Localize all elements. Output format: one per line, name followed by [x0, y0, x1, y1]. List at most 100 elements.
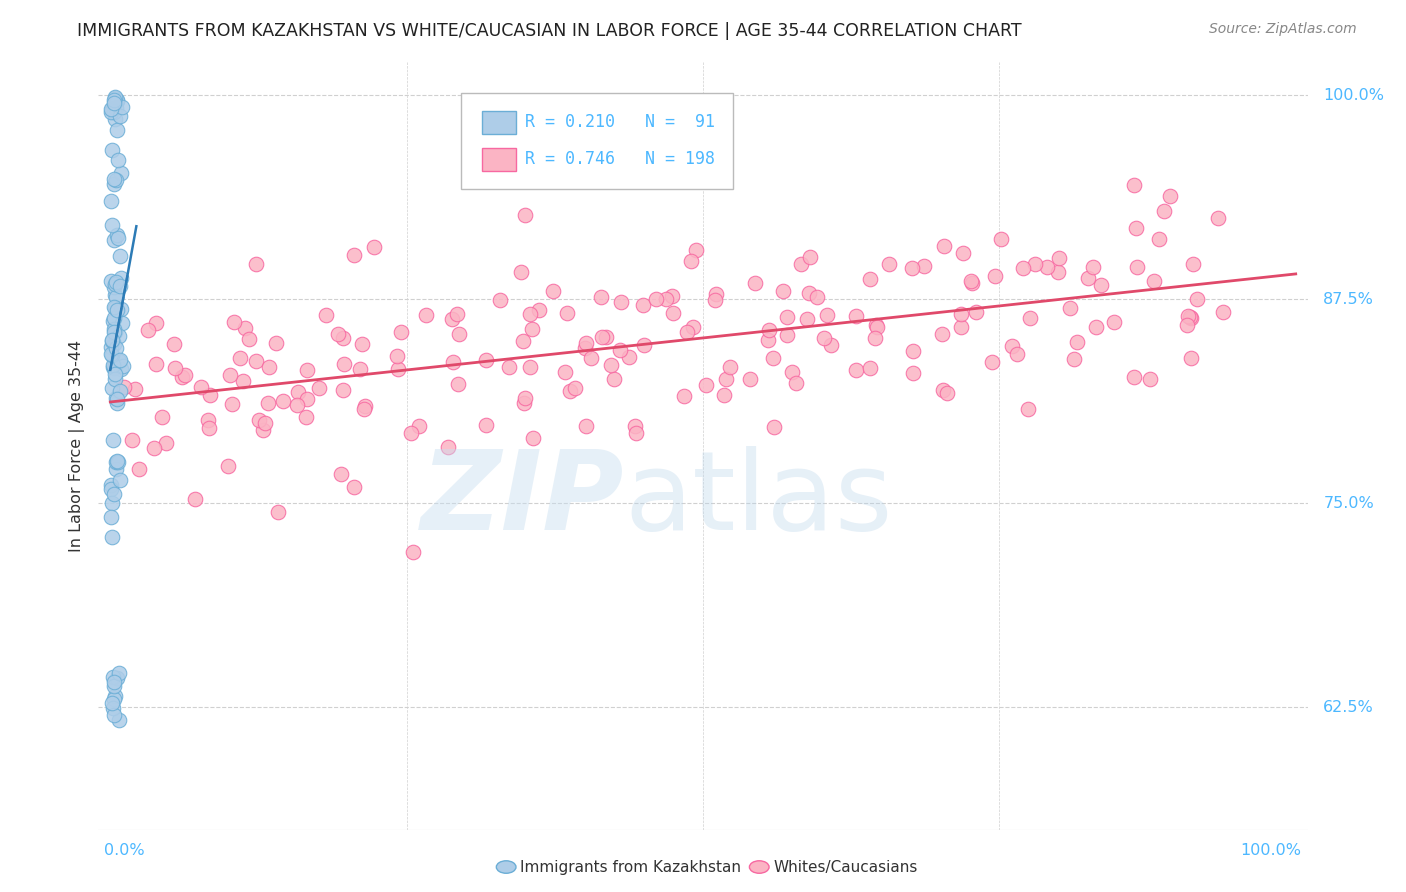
Point	[965, 305, 987, 319]
Point	[104, 101, 127, 115]
Point	[103, 692, 125, 706]
Point	[218, 368, 240, 383]
Point	[389, 325, 412, 339]
Point	[267, 505, 290, 519]
Point	[797, 286, 820, 301]
Point	[103, 300, 125, 314]
Point	[1036, 260, 1059, 275]
Point	[1102, 315, 1125, 329]
Point	[332, 331, 354, 345]
Point	[101, 433, 124, 447]
Point	[859, 361, 882, 376]
Point	[1206, 211, 1229, 226]
Point	[624, 426, 647, 441]
Point	[645, 292, 668, 306]
Point	[145, 357, 167, 371]
Point	[173, 368, 195, 382]
Point	[1017, 402, 1039, 417]
Point	[1063, 351, 1085, 366]
Point	[217, 459, 239, 474]
Point	[820, 338, 842, 352]
Point	[110, 301, 132, 316]
Point	[110, 249, 132, 263]
Point	[104, 462, 127, 476]
Point	[574, 341, 596, 355]
Point	[399, 426, 422, 441]
Point	[865, 318, 887, 333]
Point	[101, 358, 124, 372]
Point	[104, 277, 127, 291]
Point	[343, 480, 366, 494]
Point	[100, 340, 122, 354]
Point	[1177, 309, 1199, 323]
Point	[564, 381, 586, 395]
Point	[103, 177, 125, 191]
Point	[105, 228, 128, 243]
Text: Immigrants from Kazakhstan: Immigrants from Kazakhstan	[520, 860, 741, 874]
Point	[110, 109, 132, 123]
Point	[197, 412, 219, 426]
Point	[1178, 310, 1201, 325]
Point	[110, 362, 132, 376]
Point	[103, 93, 125, 107]
Point	[512, 334, 534, 348]
Point	[513, 396, 536, 410]
Point	[112, 380, 135, 394]
Point	[981, 355, 1004, 369]
Point	[100, 381, 122, 395]
Point	[1046, 264, 1069, 278]
Point	[1007, 347, 1029, 361]
Point	[591, 330, 613, 344]
Point	[866, 319, 889, 334]
Point	[108, 713, 131, 727]
Point	[936, 386, 959, 401]
Point	[520, 322, 543, 336]
FancyBboxPatch shape	[461, 93, 734, 189]
Point	[103, 279, 125, 293]
Point	[103, 336, 125, 351]
Text: atlas: atlas	[624, 446, 893, 553]
Point	[101, 700, 124, 714]
Point	[363, 240, 385, 254]
Point	[329, 467, 352, 481]
Point	[1143, 274, 1166, 288]
Point	[190, 380, 212, 394]
Point	[662, 306, 685, 320]
Point	[103, 486, 125, 500]
Point	[101, 143, 124, 157]
Point	[1001, 339, 1024, 353]
Point	[103, 313, 125, 327]
Point	[522, 431, 544, 445]
Point	[121, 433, 143, 447]
Point	[1024, 257, 1046, 271]
Point	[679, 254, 702, 268]
Point	[1153, 204, 1175, 219]
Point	[1059, 301, 1081, 315]
Point	[952, 245, 974, 260]
Text: 0.0%: 0.0%	[104, 843, 145, 857]
Point	[326, 327, 349, 342]
Point	[932, 383, 955, 397]
Point	[1212, 305, 1234, 319]
Point	[101, 218, 124, 232]
Point	[609, 343, 631, 358]
Point	[252, 423, 274, 437]
Point	[101, 496, 124, 510]
Point	[257, 396, 280, 410]
Point	[527, 302, 550, 317]
Point	[103, 310, 125, 325]
Point	[1081, 260, 1104, 275]
Point	[489, 293, 512, 307]
Point	[1180, 311, 1202, 326]
Point	[198, 388, 221, 402]
Point	[257, 359, 280, 374]
Point	[682, 319, 704, 334]
Point	[101, 670, 124, 684]
Point	[813, 331, 835, 345]
Point	[758, 323, 780, 337]
Point	[1012, 261, 1035, 276]
Point	[163, 360, 186, 375]
Point	[655, 292, 678, 306]
Point	[575, 336, 598, 351]
Point	[631, 298, 654, 312]
